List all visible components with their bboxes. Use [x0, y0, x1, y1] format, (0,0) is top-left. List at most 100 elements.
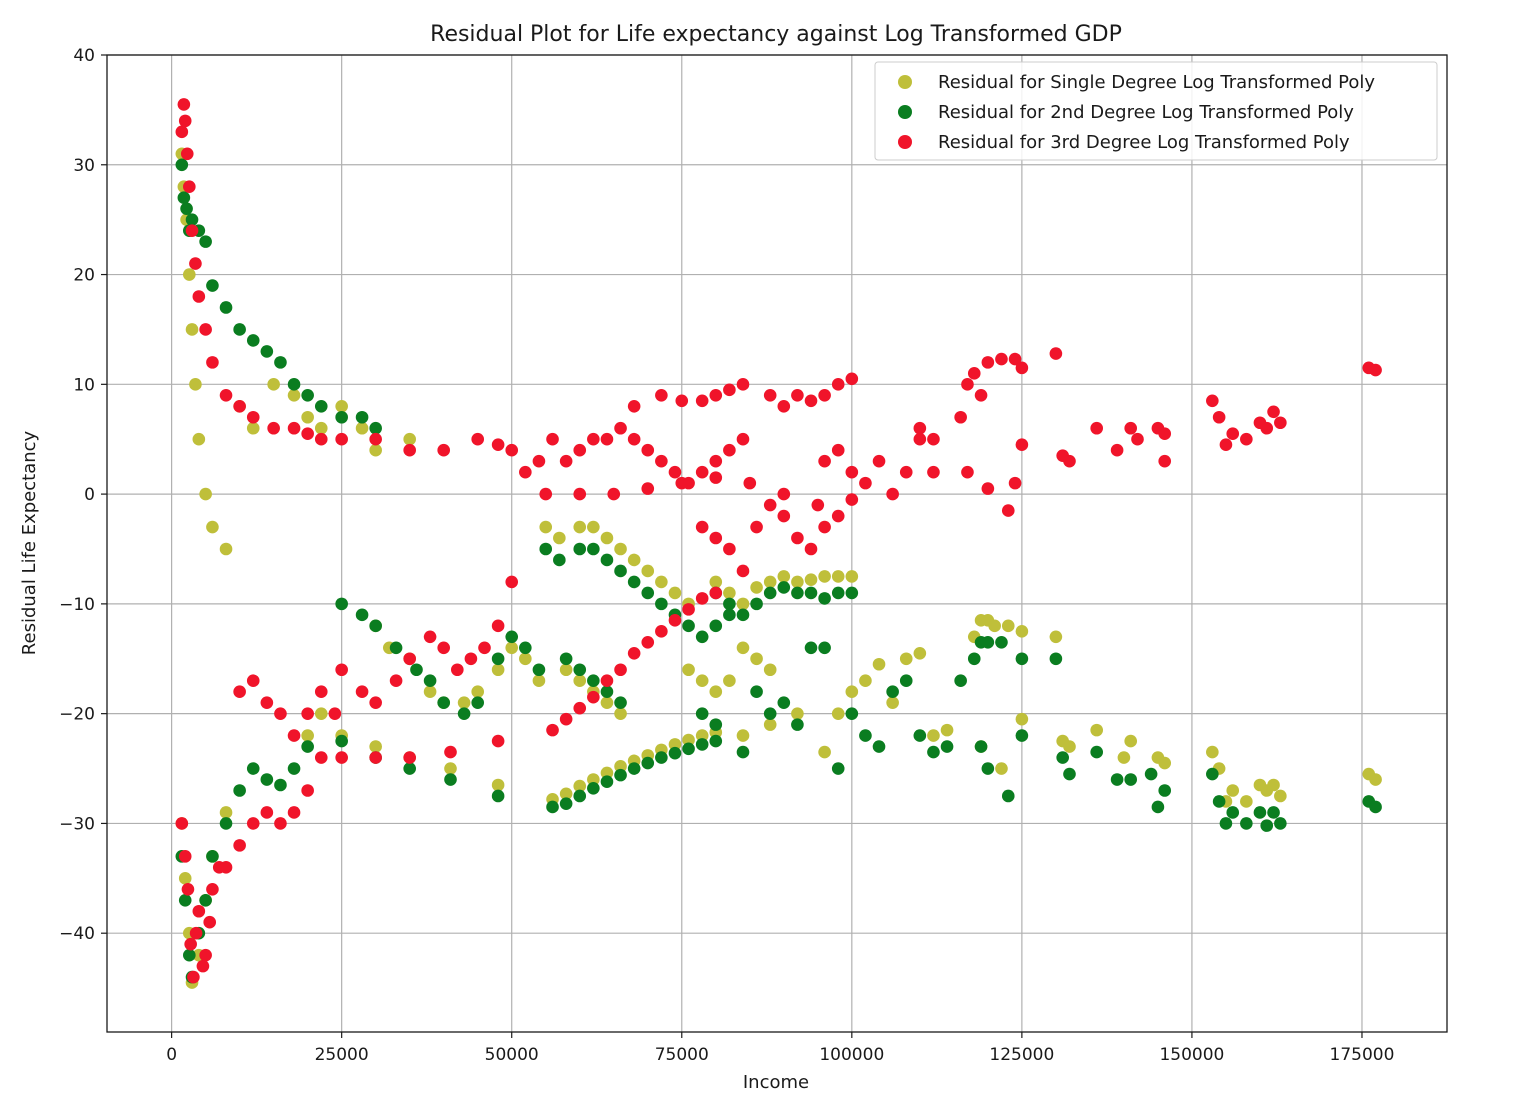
data-point	[314, 751, 328, 764]
data-point	[777, 399, 791, 413]
data-point	[641, 564, 655, 578]
data-point	[355, 608, 369, 622]
data-point	[736, 564, 750, 578]
data-point	[185, 213, 199, 226]
data-point	[519, 652, 532, 666]
data-point	[1226, 784, 1240, 797]
data-point	[491, 619, 505, 633]
y-tick-label: −20	[59, 705, 95, 725]
data-point	[1063, 767, 1076, 781]
data-point	[845, 493, 859, 506]
data-point	[219, 389, 233, 402]
legend-label-series-3: Residual for 3rd Degree Log Transformed …	[938, 132, 1350, 153]
data-point	[1240, 817, 1253, 830]
data-point	[709, 454, 723, 468]
data-point	[709, 685, 723, 698]
legend-label-series-1: Residual for Single Degree Log Transform…	[938, 72, 1375, 93]
data-point	[403, 751, 416, 764]
data-point	[573, 789, 587, 803]
data-point	[763, 498, 777, 512]
data-point	[573, 487, 587, 501]
data-point	[913, 432, 927, 446]
data-point	[219, 817, 233, 830]
data-point	[940, 723, 954, 737]
data-point	[184, 937, 197, 951]
data-point	[614, 542, 627, 556]
data-point	[274, 817, 287, 830]
data-point	[831, 762, 845, 775]
data-point	[1260, 421, 1274, 435]
data-point	[1001, 789, 1015, 803]
data-point	[335, 410, 348, 424]
data-point	[287, 806, 301, 819]
data-point	[1206, 745, 1219, 759]
data-point	[559, 787, 573, 801]
data-point	[627, 575, 641, 589]
data-point	[1015, 361, 1029, 375]
data-point	[491, 438, 505, 452]
data-point	[695, 630, 709, 644]
data-point	[736, 597, 750, 611]
data-point	[206, 279, 219, 292]
data-point	[967, 652, 981, 666]
data-point	[831, 378, 845, 391]
data-point	[627, 553, 641, 567]
data-point	[403, 652, 416, 666]
data-point	[206, 356, 219, 369]
data-point	[709, 718, 723, 731]
data-point	[553, 531, 566, 545]
data-point	[845, 586, 859, 600]
data-point	[203, 915, 217, 929]
data-point	[301, 740, 314, 753]
data-point	[505, 641, 519, 655]
data-point	[750, 520, 763, 534]
data-point	[927, 432, 940, 446]
data-point	[777, 509, 791, 523]
data-point	[287, 421, 301, 435]
x-axis-label: Income	[743, 1072, 809, 1093]
data-point	[573, 443, 587, 457]
data-point	[369, 751, 382, 764]
data-point	[600, 766, 614, 780]
data-point	[743, 476, 757, 490]
data-point	[831, 570, 845, 583]
data-point	[1090, 745, 1103, 759]
data-point	[668, 586, 682, 600]
data-point	[1158, 784, 1172, 797]
data-point	[559, 712, 573, 726]
data-point	[777, 570, 791, 583]
data-point	[539, 487, 553, 501]
data-point	[389, 674, 403, 688]
data-point	[1369, 363, 1382, 377]
data-point	[736, 641, 750, 655]
data-point	[682, 733, 695, 747]
data-point	[451, 663, 464, 677]
data-point	[491, 734, 505, 748]
data-point	[1015, 438, 1029, 452]
data-point	[437, 443, 451, 457]
data-point	[206, 520, 219, 534]
data-point	[709, 619, 723, 633]
data-point	[559, 652, 573, 666]
data-point	[655, 597, 668, 611]
data-point	[845, 570, 859, 583]
data-point	[587, 542, 600, 556]
data-point	[471, 432, 485, 446]
data-point	[219, 806, 233, 819]
data-point	[913, 729, 927, 742]
data-point	[954, 410, 967, 424]
data-point	[491, 663, 505, 677]
data-point	[181, 882, 195, 896]
data-point	[246, 674, 260, 688]
data-point	[546, 723, 559, 737]
y-tick-label: −10	[59, 595, 95, 615]
data-point	[403, 443, 416, 457]
data-point	[750, 597, 763, 611]
x-tick-label: 0	[166, 1045, 177, 1065]
data-point	[587, 773, 600, 786]
data-point	[668, 614, 682, 627]
scatter-points	[175, 98, 1382, 989]
data-point	[274, 356, 287, 369]
data-point	[1117, 751, 1131, 764]
